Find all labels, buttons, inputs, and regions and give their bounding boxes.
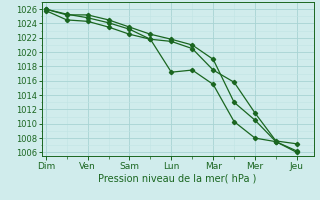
X-axis label: Pression niveau de la mer( hPa ): Pression niveau de la mer( hPa ) — [99, 173, 257, 183]
